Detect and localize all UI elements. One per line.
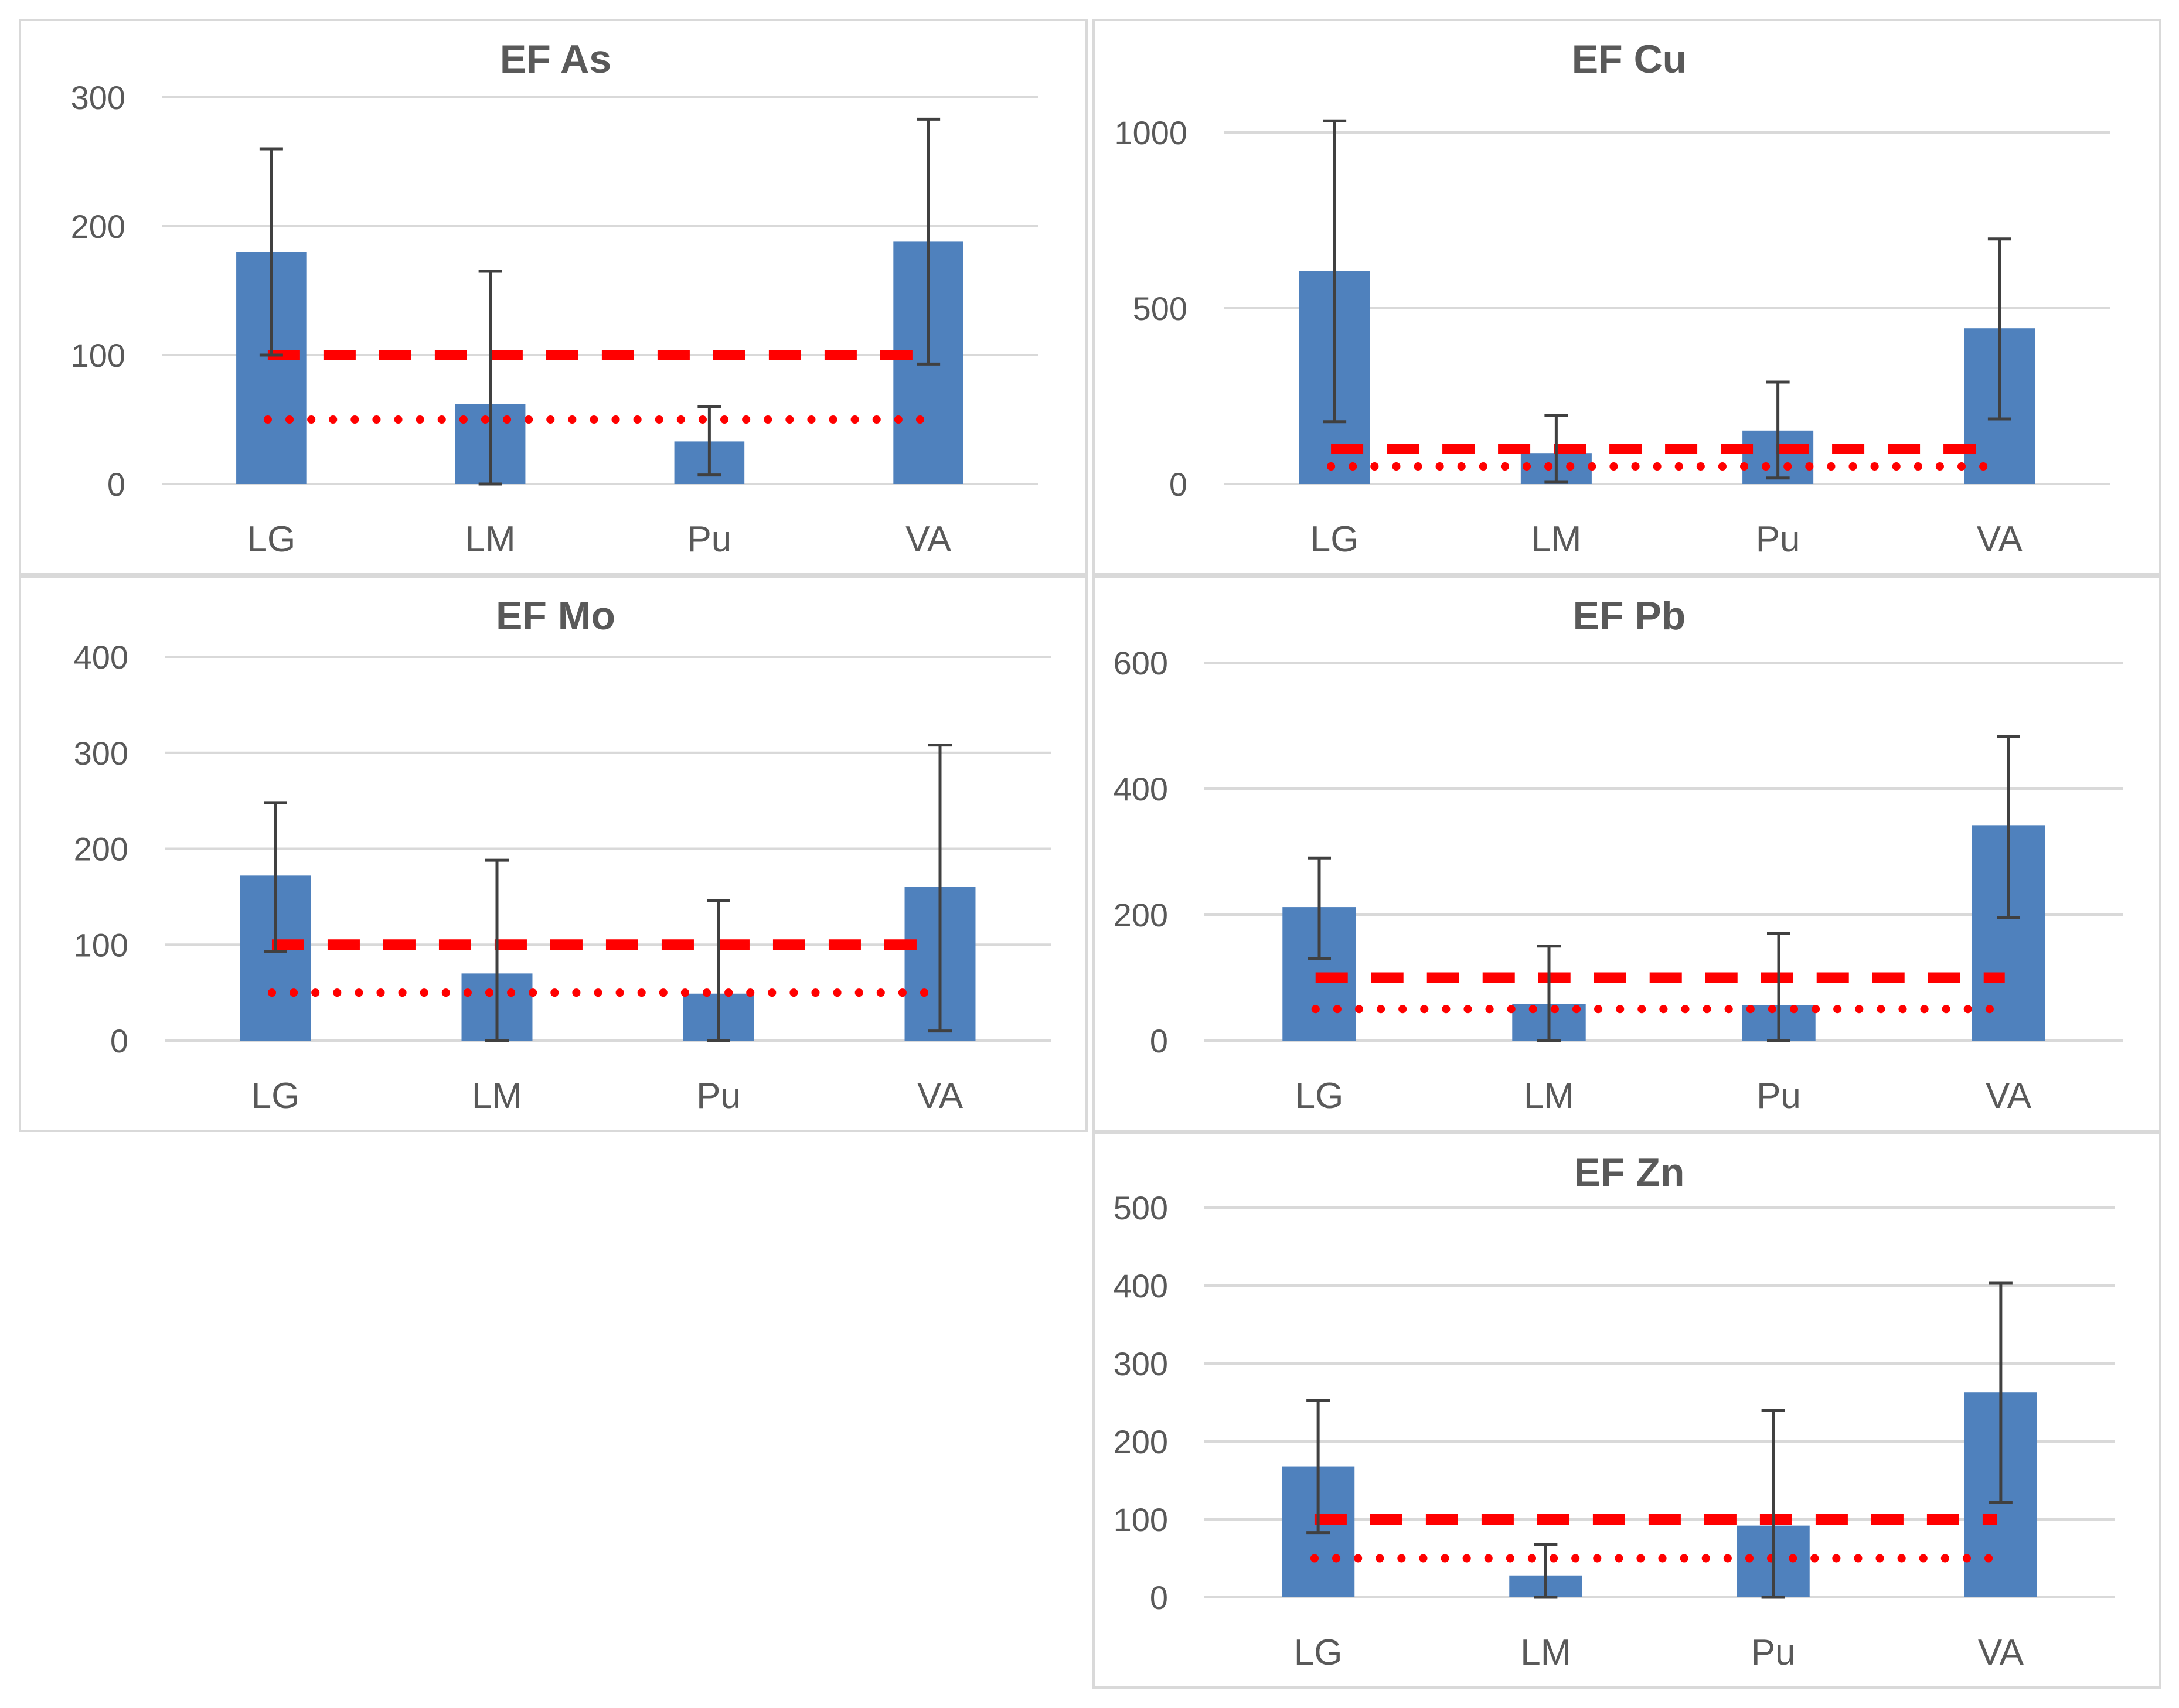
x-tick-label: LM (1531, 519, 1581, 560)
y-tick-label: 400 (1114, 1267, 1168, 1304)
x-tick-label: Pu (687, 519, 731, 560)
chart-panel-ef-as: EF As 0 100 200 300 LG LM Pu VA (19, 19, 1088, 575)
chart-title: EF As (500, 37, 611, 81)
y-tick-label: 0 (1150, 1022, 1168, 1059)
x-tick-label: LG (251, 1076, 300, 1116)
y-tick-label: 100 (71, 337, 125, 374)
y-tick-label: 300 (74, 735, 128, 772)
chart-panel-ef-mo: EF Mo 0 100 200 300 400 LG LM Pu VA (19, 575, 1088, 1132)
x-tick-label: LG (1294, 1632, 1343, 1673)
x-tick-label: LG (1295, 1076, 1344, 1116)
y-tick-label: 200 (74, 831, 128, 868)
chart-ef-mo: EF Mo 0 100 200 300 400 LG LM Pu VA (74, 594, 1051, 1116)
x-tick-label: Pu (1756, 1076, 1801, 1116)
x-tick-label: VA (905, 519, 952, 560)
x-tick-label: LG (247, 519, 296, 560)
x-tick-label: Pu (1751, 1632, 1796, 1673)
y-tick-label: 400 (1114, 771, 1168, 807)
y-tick-label: 300 (1114, 1345, 1168, 1382)
chart-panel-ef-zn: EF Zn 0 100 200 300 400 500 LG LM Pu VA (1092, 1132, 2161, 1689)
y-tick-label: 0 (1169, 466, 1187, 503)
y-tick-label: 200 (1114, 896, 1168, 933)
y-tick-label: 0 (110, 1022, 128, 1059)
x-tick-label: VA (917, 1076, 963, 1116)
y-tick-label: 300 (71, 79, 125, 116)
y-tick-label: 1000 (1114, 114, 1187, 151)
x-tick-label: LM (1524, 1076, 1574, 1116)
y-tick-label: 0 (1150, 1579, 1168, 1616)
chart-title: EF Pb (1573, 594, 1686, 638)
x-tick-label: VA (1977, 519, 2023, 560)
chart-panel-ef-cu: EF Cu 0 500 1000 LG LM Pu VA (1092, 19, 2161, 575)
x-tick-label: Pu (696, 1076, 741, 1116)
y-tick-label: 100 (1114, 1501, 1168, 1538)
chart-title: EF Mo (496, 594, 615, 638)
y-tick-label: 100 (74, 926, 128, 963)
chart-title: EF Cu (1572, 37, 1687, 81)
chart-ef-as: EF As 0 100 200 300 LG LM Pu VA (71, 37, 1038, 560)
y-tick-label: 500 (1133, 290, 1187, 327)
chart-ef-zn: EF Zn 0 100 200 300 400 500 LG LM Pu VA (1114, 1150, 2115, 1673)
chart-ef-cu: EF Cu 0 500 1000 LG LM Pu VA (1114, 37, 2110, 560)
x-tick-label: VA (1978, 1632, 2024, 1673)
chart-panel-ef-pb: EF Pb 0 200 400 600 LG LM Pu VA (1092, 575, 2161, 1132)
y-tick-label: 200 (71, 208, 125, 245)
x-tick-label: LM (465, 519, 516, 560)
x-tick-label: VA (1986, 1076, 2032, 1116)
y-tick-label: 400 (74, 639, 128, 676)
y-tick-label: 200 (1114, 1423, 1168, 1460)
y-tick-label: 500 (1114, 1189, 1168, 1226)
y-tick-label: 600 (1114, 645, 1168, 681)
chart-title: EF Zn (1574, 1150, 1685, 1195)
y-tick-label: 0 (107, 466, 125, 503)
x-tick-label: LG (1310, 519, 1359, 560)
chart-ef-pb: EF Pb 0 200 400 600 LG LM Pu VA (1114, 594, 2123, 1116)
x-tick-label: Pu (1756, 519, 1800, 560)
x-tick-label: LM (472, 1076, 522, 1116)
x-tick-label: LM (1520, 1632, 1571, 1673)
